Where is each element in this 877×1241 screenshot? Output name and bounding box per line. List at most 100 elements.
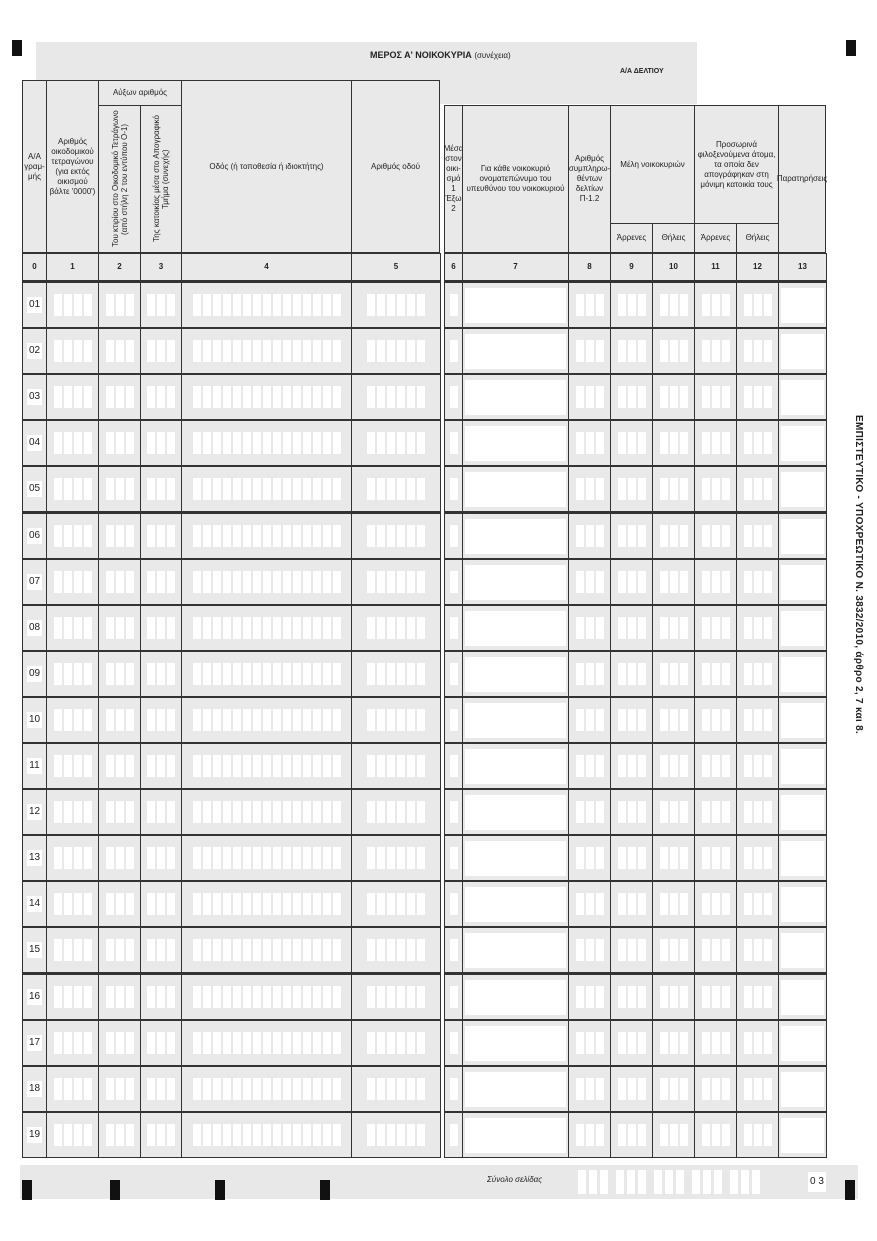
page-total-digit-box[interactable] [589, 1170, 597, 1194]
digit-box[interactable] [417, 525, 425, 547]
digit-box[interactable] [262, 939, 271, 961]
digit-box[interactable] [292, 1124, 301, 1146]
digit-box[interactable] [192, 1032, 201, 1054]
digit-box[interactable] [192, 663, 201, 685]
digit-box[interactable] [242, 294, 251, 316]
digit-box[interactable] [202, 1124, 211, 1146]
digit-box[interactable] [292, 939, 301, 961]
digit-box[interactable] [282, 755, 291, 777]
digit-box[interactable] [627, 801, 636, 823]
digit-box[interactable] [83, 847, 92, 869]
digit-box[interactable] [157, 1032, 165, 1054]
digit-box[interactable] [282, 847, 291, 869]
digit-box[interactable] [282, 525, 291, 547]
digit-box[interactable] [332, 755, 341, 777]
digit-box[interactable] [332, 386, 341, 408]
digit-box[interactable] [302, 386, 311, 408]
digit-box[interactable] [252, 1078, 261, 1100]
digit-box[interactable] [282, 801, 291, 823]
digit-box[interactable] [312, 847, 321, 869]
digit-box[interactable] [73, 847, 82, 869]
digit-box[interactable] [763, 340, 772, 362]
digit-box[interactable] [449, 709, 458, 731]
digit-box[interactable] [222, 432, 231, 454]
digit-box[interactable] [302, 1078, 311, 1100]
digit-box[interactable] [595, 847, 604, 869]
digit-box[interactable] [282, 340, 291, 362]
digit-box[interactable] [721, 986, 730, 1008]
digit-box[interactable] [105, 525, 114, 547]
digit-box[interactable] [637, 709, 646, 731]
digit-box[interactable] [763, 986, 772, 1008]
digit-box[interactable] [585, 801, 594, 823]
digit-box[interactable] [637, 801, 646, 823]
digit-box[interactable] [232, 617, 241, 639]
digit-box[interactable] [105, 709, 114, 731]
digit-box[interactable] [679, 755, 688, 777]
digit-box[interactable] [753, 1124, 762, 1146]
digit-box[interactable] [167, 847, 175, 869]
digit-box[interactable] [417, 1078, 425, 1100]
digit-box[interactable] [262, 617, 271, 639]
digit-box[interactable] [167, 617, 175, 639]
digit-box[interactable] [105, 939, 114, 961]
digit-box[interactable] [627, 939, 636, 961]
digit-box[interactable] [322, 663, 331, 685]
digit-box[interactable] [83, 709, 92, 731]
digit-box[interactable] [302, 1032, 311, 1054]
digit-box[interactable] [272, 939, 281, 961]
digit-box[interactable] [449, 478, 458, 500]
digit-box[interactable] [585, 478, 594, 500]
digit-box[interactable] [585, 709, 594, 731]
digit-box[interactable] [743, 847, 752, 869]
digit-box[interactable] [262, 801, 271, 823]
digit-box[interactable] [115, 847, 124, 869]
digit-box[interactable] [407, 709, 415, 731]
digit-box[interactable] [262, 1032, 271, 1054]
digit-box[interactable] [73, 709, 82, 731]
digit-box[interactable] [743, 755, 752, 777]
digit-box[interactable] [105, 986, 114, 1008]
digit-box[interactable] [115, 1032, 124, 1054]
digit-box[interactable] [73, 1032, 82, 1054]
digit-box[interactable] [147, 709, 155, 731]
digit-box[interactable] [627, 617, 636, 639]
digit-box[interactable] [417, 340, 425, 362]
digit-box[interactable] [115, 893, 124, 915]
digit-box[interactable] [595, 801, 604, 823]
digit-box[interactable] [449, 617, 458, 639]
digit-box[interactable] [763, 478, 772, 500]
digit-box[interactable] [637, 847, 646, 869]
digit-box[interactable] [659, 1124, 668, 1146]
digit-box[interactable] [73, 1078, 82, 1100]
digit-box[interactable] [617, 1032, 626, 1054]
digit-box[interactable] [449, 1078, 458, 1100]
digit-box[interactable] [125, 801, 134, 823]
page-total-digit-box[interactable] [741, 1170, 749, 1194]
digit-box[interactable] [701, 986, 710, 1008]
digit-box[interactable] [669, 1078, 678, 1100]
digit-box[interactable] [292, 755, 301, 777]
digit-box[interactable] [115, 801, 124, 823]
digit-box[interactable] [167, 755, 175, 777]
digit-box[interactable] [115, 1078, 124, 1100]
digit-box[interactable] [743, 1124, 752, 1146]
digit-box[interactable] [125, 294, 134, 316]
digit-box[interactable] [407, 432, 415, 454]
digit-box[interactable] [397, 340, 405, 362]
remarks-input[interactable] [781, 564, 824, 600]
digit-box[interactable] [73, 801, 82, 823]
digit-box[interactable] [397, 617, 405, 639]
digit-box[interactable] [105, 478, 114, 500]
digit-box[interactable] [272, 663, 281, 685]
digit-box[interactable] [627, 1124, 636, 1146]
digit-box[interactable] [407, 893, 415, 915]
digit-box[interactable] [262, 709, 271, 731]
digit-box[interactable] [312, 571, 321, 593]
digit-box[interactable] [585, 893, 594, 915]
digit-box[interactable] [157, 663, 165, 685]
digit-box[interactable] [627, 663, 636, 685]
digit-box[interactable] [242, 571, 251, 593]
digit-box[interactable] [679, 1124, 688, 1146]
digit-box[interactable] [701, 478, 710, 500]
